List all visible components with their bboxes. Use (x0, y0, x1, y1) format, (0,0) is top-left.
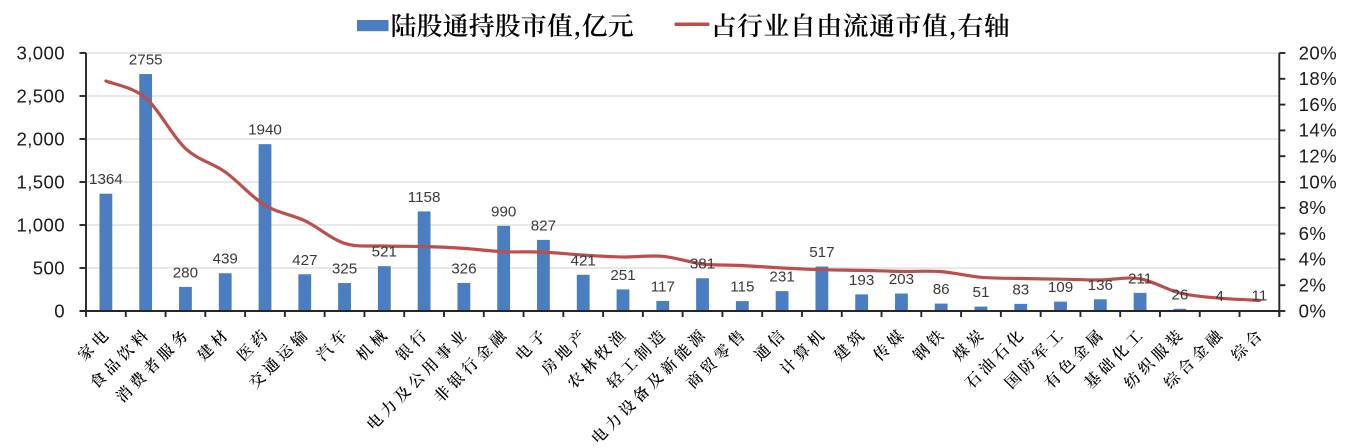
svg-text:8%: 8% (1299, 197, 1327, 218)
svg-text:231: 231 (769, 269, 794, 286)
svg-text:26: 26 (1171, 286, 1188, 303)
svg-text:18%: 18% (1299, 68, 1337, 89)
svg-text:280: 280 (173, 264, 198, 281)
svg-text:1,500: 1,500 (16, 171, 65, 192)
svg-text:51: 51 (973, 284, 990, 301)
svg-text:1158: 1158 (408, 189, 441, 206)
svg-text:115: 115 (730, 279, 754, 296)
svg-text:211: 211 (1128, 270, 1152, 287)
svg-text:11: 11 (1252, 288, 1268, 305)
svg-text:427: 427 (292, 252, 317, 269)
svg-text:20%: 20% (1299, 42, 1337, 63)
svg-text:12%: 12% (1299, 146, 1337, 167)
svg-text:521: 521 (372, 244, 397, 261)
svg-text:6%: 6% (1299, 223, 1327, 244)
svg-text:117: 117 (651, 278, 675, 295)
svg-text:1940: 1940 (248, 122, 282, 139)
svg-text:2,500: 2,500 (16, 85, 65, 106)
svg-text:326: 326 (451, 261, 476, 278)
svg-text:990: 990 (491, 203, 516, 220)
svg-text:14%: 14% (1299, 120, 1337, 141)
svg-text:86: 86 (933, 281, 950, 298)
svg-text:381: 381 (690, 256, 715, 273)
svg-text:83: 83 (1012, 281, 1029, 298)
svg-text:2,000: 2,000 (16, 128, 65, 149)
svg-text:10%: 10% (1299, 171, 1337, 192)
svg-text:325: 325 (332, 261, 357, 278)
svg-text:517: 517 (809, 244, 834, 261)
svg-text:2755: 2755 (129, 52, 163, 69)
svg-text:0%: 0% (1299, 300, 1327, 321)
svg-text:2%: 2% (1299, 275, 1327, 296)
svg-text:4%: 4% (1299, 249, 1327, 270)
svg-text:193: 193 (849, 272, 874, 289)
svg-text:1364: 1364 (89, 171, 123, 188)
svg-text:0: 0 (54, 300, 65, 321)
svg-text:439: 439 (213, 251, 238, 268)
svg-text:4: 4 (1215, 288, 1223, 305)
svg-text:136: 136 (1088, 277, 1113, 294)
svg-text:251: 251 (610, 267, 635, 284)
svg-text:203: 203 (889, 271, 914, 288)
svg-text:1,000: 1,000 (16, 214, 65, 235)
svg-text:109: 109 (1048, 279, 1073, 296)
svg-text:16%: 16% (1299, 94, 1337, 115)
svg-text:500: 500 (33, 257, 65, 278)
svg-text:3,000: 3,000 (16, 42, 65, 63)
svg-text:421: 421 (571, 252, 596, 269)
svg-text:827: 827 (531, 217, 556, 234)
